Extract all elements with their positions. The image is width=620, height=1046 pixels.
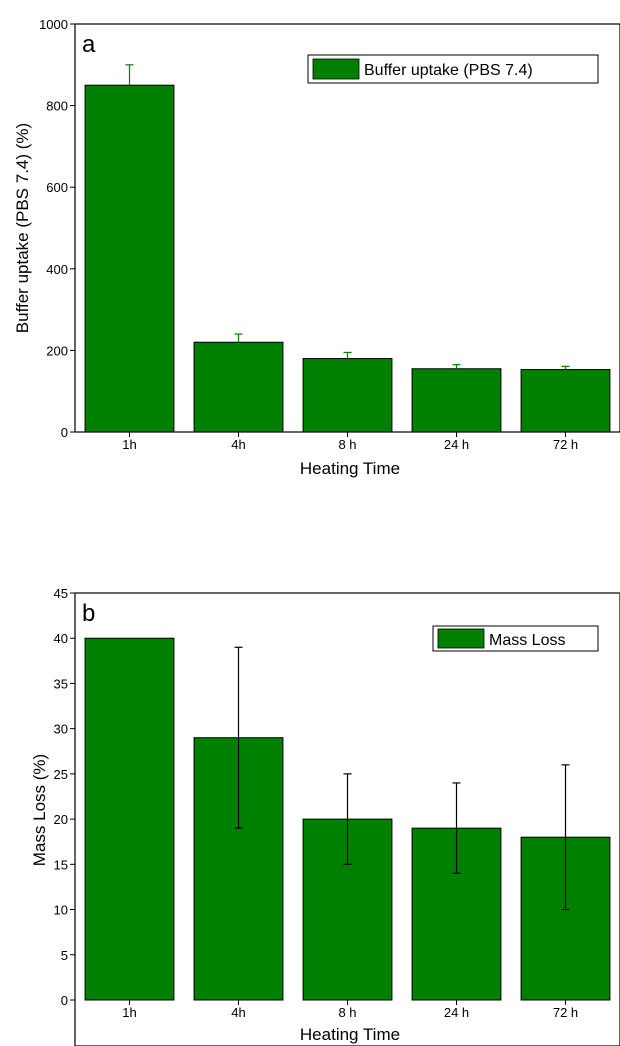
y-tick-label: 25: [54, 767, 68, 782]
y-tick-label: 35: [54, 676, 68, 691]
legend-swatch: [437, 628, 485, 649]
y-tick-label: 10: [54, 903, 68, 918]
panel-label: a: [82, 31, 96, 58]
y-tick-label: 600: [46, 180, 68, 195]
y-tick-label: 15: [54, 857, 68, 872]
legend: Mass Loss: [432, 625, 599, 652]
x-tick-label: 4h: [231, 1005, 245, 1020]
x-axis-title: Heating Time: [300, 1025, 400, 1044]
x-axis-title: Heating Time: [300, 459, 400, 478]
legend-label: Mass Loss: [489, 632, 565, 649]
panel-a: a Heating Time Buffer uptake (PBS 7.4) (…: [13, 17, 620, 478]
y-tick-label: 200: [46, 343, 68, 358]
y-tick-label: 0: [61, 993, 68, 1008]
bar: [411, 368, 502, 433]
y-tick-label: 20: [54, 812, 68, 827]
legend-label: Buffer uptake (PBS 7.4): [364, 62, 533, 79]
x-tick-label: 72 h: [553, 437, 578, 452]
legend-swatch: [312, 58, 360, 80]
bar: [302, 358, 393, 433]
bar: [84, 84, 175, 433]
bar: [520, 369, 611, 433]
x-tick-label: 24 h: [444, 437, 469, 452]
y-tick-label: 5: [61, 948, 68, 963]
x-tick-label: 4h: [231, 437, 245, 452]
bar: [84, 637, 175, 1001]
y-tick-label: 40: [54, 631, 68, 646]
y-axis-title: Buffer uptake (PBS 7.4) (%): [13, 123, 32, 333]
y-tick-label: 1000: [39, 17, 68, 32]
panel-b: b Heating Time Mass Loss (%) Mass Loss 1…: [30, 586, 620, 1046]
panel-label: b: [82, 600, 95, 627]
x-tick-label: 1h: [122, 1005, 136, 1020]
x-tick-label: 8 h: [338, 1005, 356, 1020]
y-axis-title: Mass Loss (%): [30, 754, 49, 866]
y-tick-label: 400: [46, 262, 68, 277]
x-tick-label: 24 h: [444, 1005, 469, 1020]
legend: Buffer uptake (PBS 7.4): [307, 54, 599, 84]
y-tick-label: 800: [46, 99, 68, 114]
y-tick-label: 30: [54, 722, 68, 737]
bar: [193, 341, 284, 433]
x-tick-label: 1h: [122, 437, 136, 452]
y-tick-label: 45: [54, 586, 68, 601]
x-tick-label: 72 h: [553, 1005, 578, 1020]
x-tick-label: 8 h: [338, 437, 356, 452]
y-tick-label: 0: [61, 425, 68, 440]
